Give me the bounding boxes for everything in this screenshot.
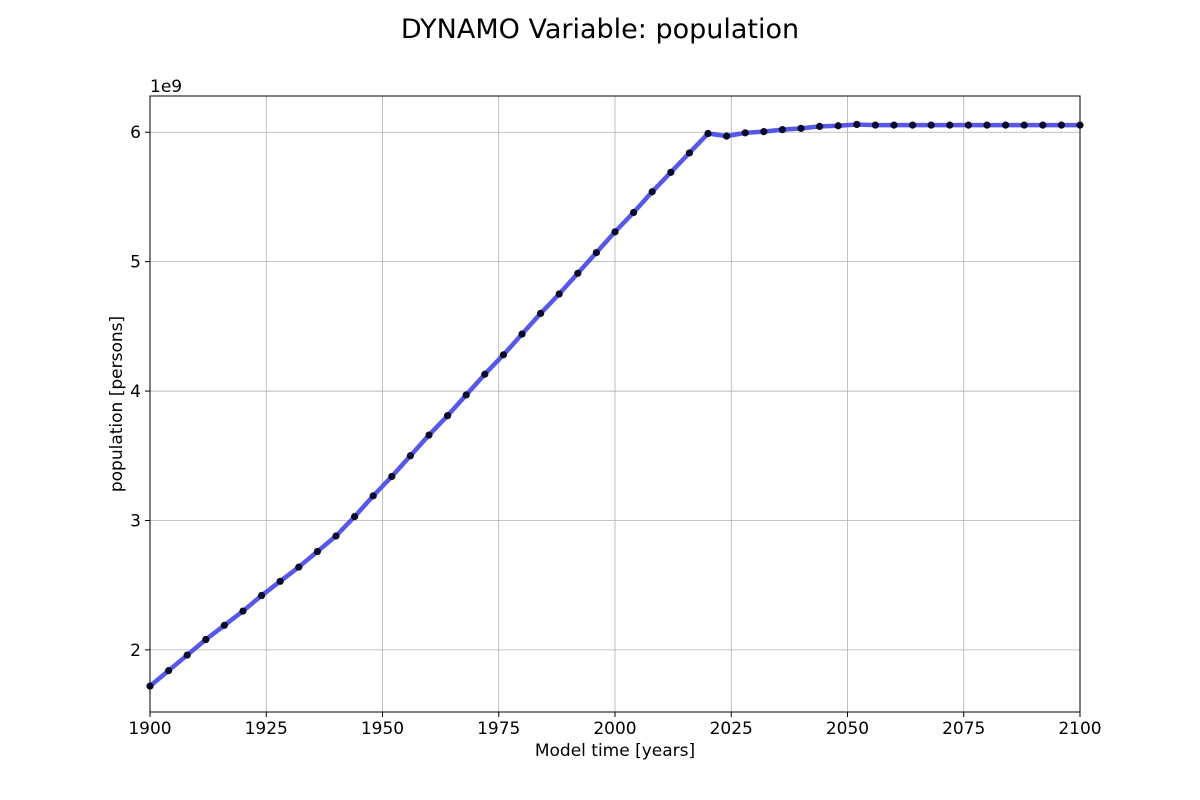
- data-point-2032: [760, 127, 768, 136]
- data-point-2068: [927, 121, 935, 129]
- data-point-2076: [964, 121, 973, 129]
- data-point-1980: [518, 330, 526, 338]
- y-tick-label-2: 2: [130, 641, 141, 661]
- data-point-1956: [406, 452, 414, 460]
- data-point-2084: [1002, 121, 1010, 129]
- data-point-2012: [667, 168, 675, 176]
- data-point-2000: [611, 228, 619, 236]
- data-point-2056: [871, 121, 880, 129]
- x-tick-label-2025: 2025: [710, 719, 753, 739]
- data-markers: [146, 120, 1084, 690]
- x-tick-label-2050: 2050: [826, 719, 869, 739]
- x-tick-label-1975: 1975: [477, 719, 520, 739]
- data-point-2044: [816, 122, 824, 131]
- data-point-1972: [481, 370, 489, 378]
- y-tick-label-6: 6: [130, 123, 141, 143]
- axis-ticks: [145, 131, 1081, 717]
- data-point-1964: [444, 412, 452, 420]
- data-point-2028: [741, 129, 749, 137]
- data-point-1952: [388, 472, 396, 481]
- y-axis-tick-labels: 2 3 4 5 6: [130, 123, 141, 661]
- y-axis-offset-label: 1e9: [150, 77, 182, 97]
- data-point-1940: [332, 532, 340, 540]
- data-point-1924: [258, 591, 266, 600]
- x-tick-label-2075: 2075: [942, 719, 985, 739]
- data-point-1948: [369, 492, 377, 500]
- grid-lines: [149, 96, 1081, 712]
- data-point-2048: [834, 122, 842, 130]
- x-tick-label-1925: 1925: [245, 719, 288, 739]
- data-point-2020: [704, 129, 712, 138]
- data-point-2008: [648, 188, 656, 196]
- x-tick-label-2100: 2100: [1058, 719, 1101, 739]
- x-tick-label-1950: 1950: [361, 719, 404, 739]
- data-point-2060: [890, 121, 898, 129]
- data-point-1960: [425, 431, 433, 439]
- data-point-2024: [723, 132, 731, 140]
- data-point-2036: [778, 126, 787, 134]
- data-point-1996: [592, 248, 601, 257]
- data-point-1984: [537, 309, 545, 318]
- data-point-2092: [1039, 121, 1047, 129]
- data-point-1912: [202, 635, 210, 644]
- data-point-1944: [351, 512, 359, 521]
- data-point-1908: [183, 651, 191, 659]
- x-axis-label: Model time [years]: [535, 741, 695, 761]
- data-point-2016: [685, 149, 694, 157]
- x-axis-tick-labels: 1900 1925 1950 1975 2000 2025 2050 2075 2100: [128, 719, 1101, 739]
- x-tick-label-1900: 1900: [128, 719, 171, 739]
- data-point-1928: [276, 577, 284, 585]
- data-point-2080: [983, 121, 991, 129]
- data-point-1968: [462, 391, 470, 399]
- data-point-1976: [499, 351, 507, 359]
- data-point-2004: [630, 208, 638, 217]
- y-tick-label-5: 5: [130, 253, 141, 273]
- x-tick-label-2000: 2000: [593, 719, 636, 739]
- data-point-2072: [946, 121, 954, 129]
- data-point-2040: [797, 124, 805, 132]
- y-tick-label-4: 4: [130, 382, 141, 402]
- data-point-1988: [555, 290, 563, 298]
- data-point-1916: [220, 621, 228, 629]
- chart-title: DYNAMO Variable: population: [401, 14, 799, 45]
- y-tick-label-3: 3: [130, 511, 141, 531]
- data-point-1992: [574, 269, 582, 277]
- data-point-1936: [313, 547, 321, 556]
- data-point-2064: [909, 121, 917, 129]
- data-point-1920: [239, 607, 247, 615]
- data-point-2088: [1020, 121, 1028, 129]
- data-point-1904: [165, 666, 173, 675]
- data-point-1932: [295, 563, 303, 571]
- y-axis-label: population [persons]: [107, 316, 127, 492]
- data-point-2096: [1057, 121, 1065, 129]
- data-point-2052: [853, 120, 861, 129]
